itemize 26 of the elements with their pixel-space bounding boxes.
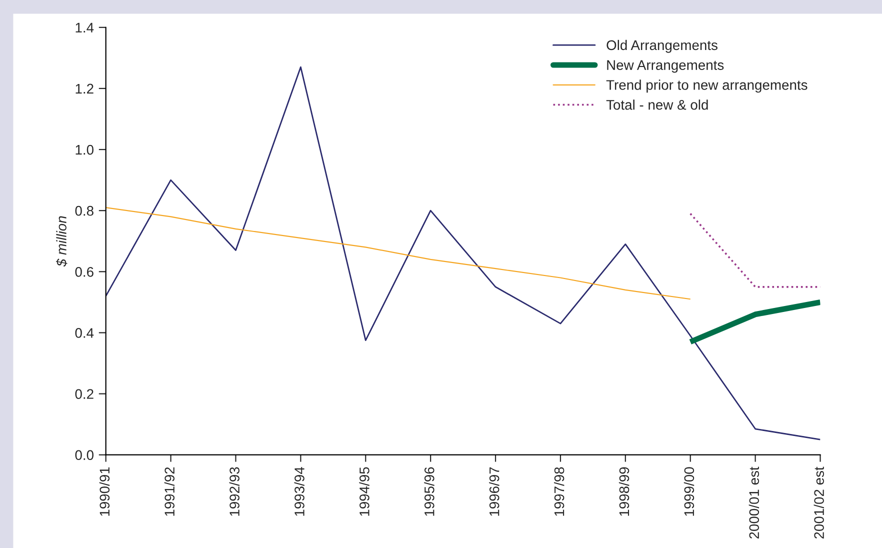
legend-label: New Arrangements [607,60,724,73]
y-tick-label: 0.8 [75,206,94,216]
x-tick-label: 1997/98 [554,467,564,516]
x-tick-label: 1992/93 [229,467,240,516]
x-tick-label: 2000/01 est [748,466,760,539]
y-tick-label: 1.4 [76,22,94,32]
y-tick-label: 1.2 [76,84,94,94]
x-tick-label: 1999/00 [684,467,694,516]
y-tick-label: 0.2 [75,389,94,399]
x-tick-label: 1995/96 [424,467,434,516]
x-tick-label: 1994/95 [359,467,370,516]
x-tick-label: 1993/94 [294,467,304,516]
y-tick-label: 1.0 [76,144,94,155]
y-tick-label: 0.4 [75,328,94,338]
line-series [106,206,691,300]
legend-label: Total - new & old [606,100,708,110]
y-tick-label: 0.0 [75,450,94,460]
x-tick-label: 1998/99 [618,467,630,516]
x-tick-label: 1991/92 [164,467,175,516]
x-tick-label: 2001/02 est [814,466,824,539]
x-tick-label: 1990/91 [99,467,110,516]
legend-label: Old Arrangements [606,40,718,53]
y-axis-title: $ million [56,216,68,267]
x-tick-label: 1996/97 [489,467,500,516]
y-tick-label: 0.6 [75,266,94,277]
legend-label: Trend prior to new arrangements [606,80,808,93]
